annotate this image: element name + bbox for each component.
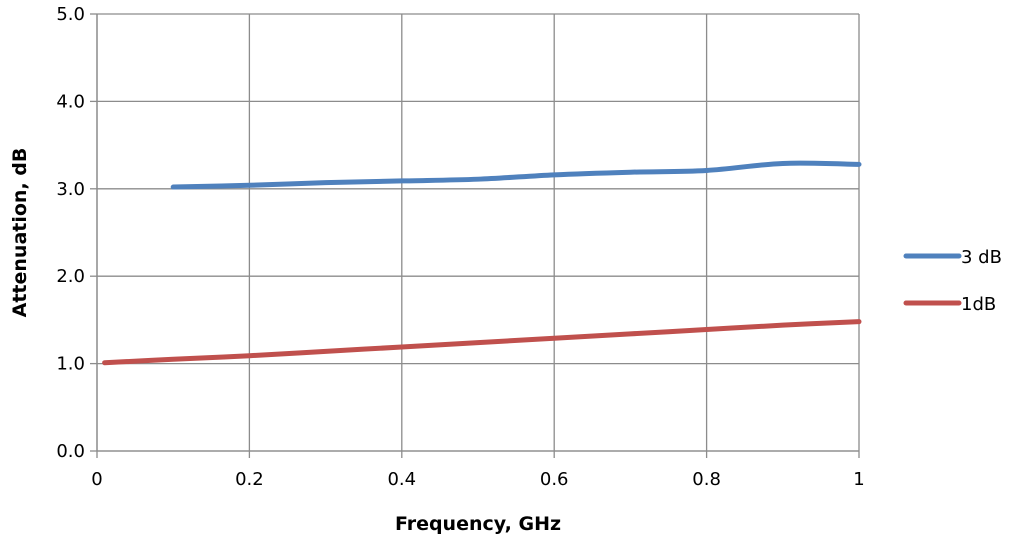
y-tick-label: 0.0 [56, 441, 85, 462]
legend: 3 dB 1dB [903, 247, 1002, 315]
series-line-3-db [170, 160, 862, 190]
grid [96, 13, 860, 452]
x-tick-label: 0.8 [692, 469, 721, 490]
tick-labels: 0.0 1.0 2.0 3.0 4.0 5.0 0 0.2 0.4 0.6 0.8 1 [56, 4, 864, 490]
x-axis-title: Frequency, GHz [395, 513, 561, 535]
y-tick-label: 3.0 [56, 179, 85, 200]
y-tick-label: 2.0 [56, 266, 85, 287]
legend-label-3-db: 3 dB [961, 247, 1002, 268]
y-tick-label: 5.0 [56, 4, 85, 25]
x-tick-label: 0 [91, 469, 102, 490]
axes [90, 13, 860, 458]
y-axis-title: Attenuation, dB [9, 148, 31, 318]
y-tick-label: 1.0 [56, 354, 85, 375]
legend-label-1db: 1dB [961, 294, 996, 315]
y-tick-label: 4.0 [56, 91, 85, 112]
x-tick-label: 0.4 [387, 469, 416, 490]
series-line-1db [102, 319, 862, 366]
x-tick-label: 0.2 [235, 469, 264, 490]
series-lines [102, 160, 862, 366]
x-tick-label: 1 [853, 469, 864, 490]
x-tick-label: 0.6 [540, 469, 569, 490]
